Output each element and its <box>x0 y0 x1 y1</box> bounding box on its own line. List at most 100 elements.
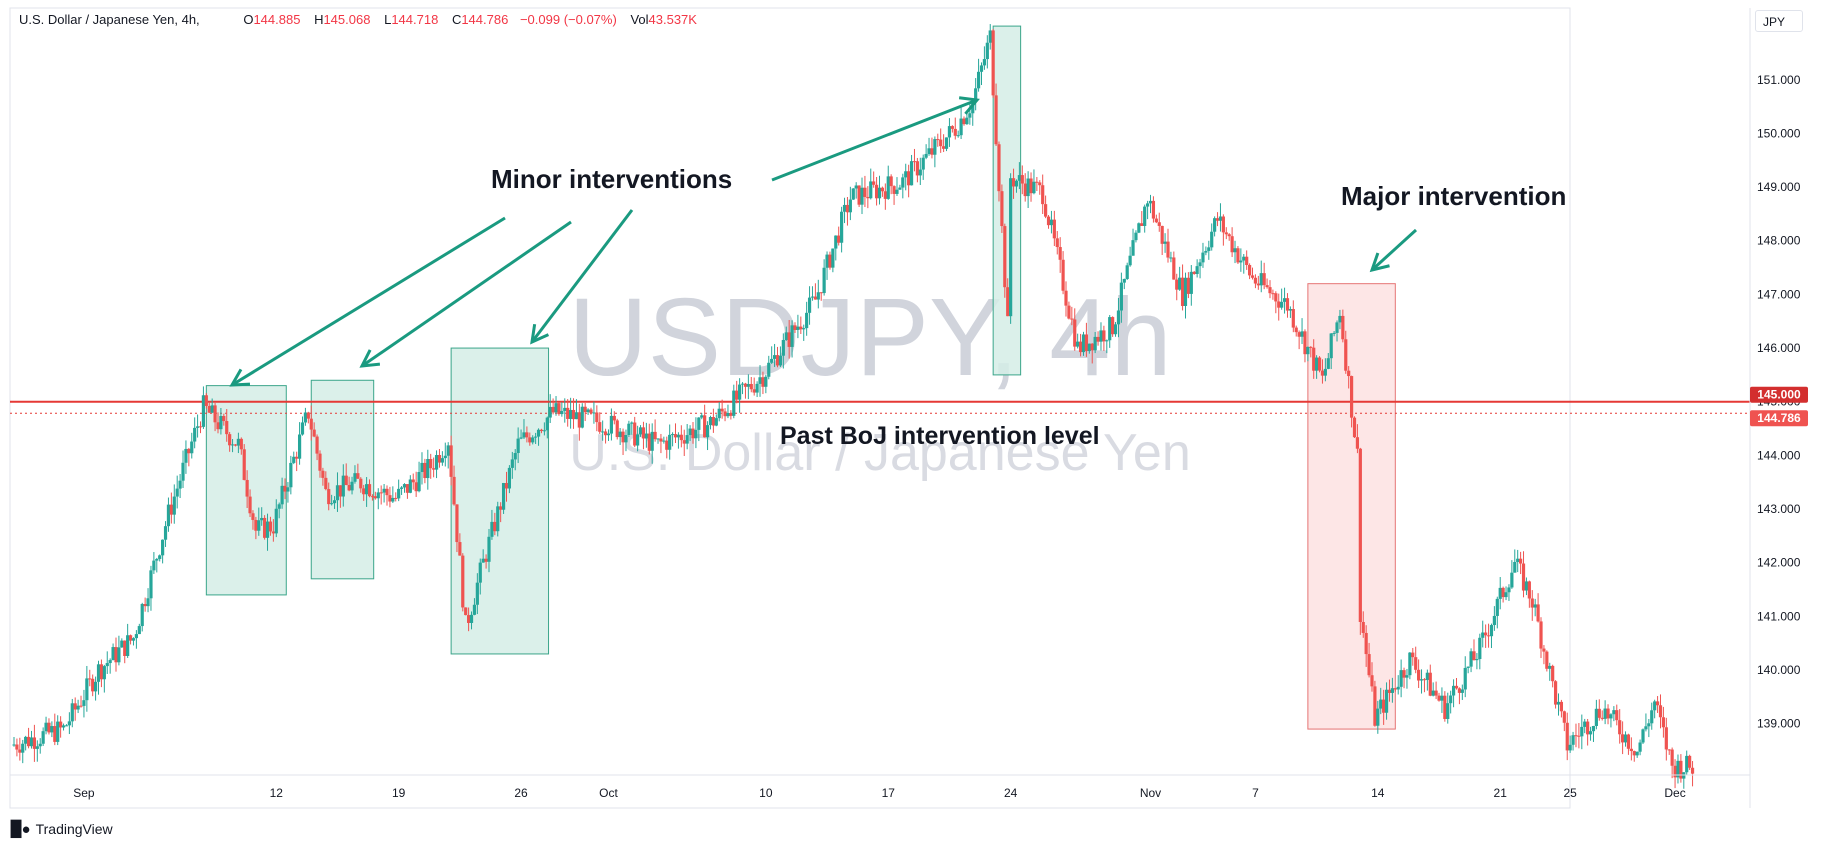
candle-body-519 <box>1524 581 1529 591</box>
time-axis[interactable]: Sep 12 19 26 Oct 10 17 24 Nov 7 14 21 25 Dec <box>73 786 1685 800</box>
candle-body-142 <box>426 459 430 479</box>
candle-body-16 <box>59 721 63 728</box>
candle-body-452 <box>1329 333 1333 359</box>
candle-body-350 <box>1032 181 1036 194</box>
time-tick-label-2: 19 <box>392 786 406 800</box>
candle-body-160 <box>478 562 482 583</box>
price-axis[interactable]: 151.000 150.000 149.000 148.000 147.000 146.0… <box>1757 73 1801 731</box>
candle-body-67 <box>207 405 211 413</box>
candle-body-341 <box>1006 287 1010 317</box>
candle-body-212 <box>630 422 634 424</box>
candle-body-528 <box>1551 665 1555 682</box>
candle-body-365 <box>1076 341 1080 347</box>
candle-body-370 <box>1090 343 1094 351</box>
symbol-title[interactable]: U.S. Dollar / Japanese Yen, 4h, <box>19 12 200 27</box>
candle-body-121 <box>365 484 369 495</box>
candle-body-137 <box>411 479 415 483</box>
currency-button[interactable]: JPY <box>1755 10 1803 32</box>
time-tick-label-0: Sep <box>73 786 95 800</box>
candle-body-284 <box>840 211 844 243</box>
candle-body-498 <box>1463 667 1467 690</box>
candle-body-8 <box>35 746 39 749</box>
candle-body-135 <box>405 484 410 493</box>
candle-body-274 <box>810 296 815 298</box>
candle-body-253 <box>749 383 753 390</box>
candle-body-21 <box>73 703 77 710</box>
candle-body-405 <box>1192 271 1196 274</box>
candle-body-330 <box>974 88 978 101</box>
tradingview-logo[interactable]: ▉● TradingView <box>11 820 113 838</box>
candle-body-554 <box>1626 734 1631 749</box>
candle-body-116 <box>350 481 354 491</box>
candle-body-406 <box>1195 266 1199 274</box>
candle-body-246 <box>729 412 733 416</box>
candle-body-561 <box>1647 723 1651 727</box>
candle-body-69 <box>213 405 217 423</box>
candle-body-263 <box>778 355 783 366</box>
candle-body-530 <box>1556 701 1561 705</box>
candle-body-518 <box>1521 563 1526 591</box>
candle-body-128 <box>385 488 389 496</box>
candle-body-24 <box>82 700 86 706</box>
candle-body-165 <box>493 521 497 532</box>
candle-body-328 <box>968 113 972 118</box>
candle-body-517 <box>1519 558 1523 564</box>
candle-body-88 <box>268 521 273 532</box>
candle-body-155 <box>464 607 468 616</box>
candle-body-53 <box>166 504 171 527</box>
candle-body-317 <box>936 139 940 141</box>
candle-body-13 <box>50 726 54 733</box>
candle-body-442 <box>1300 331 1304 337</box>
candle-body-20 <box>70 703 74 722</box>
candle-body-367 <box>1081 334 1086 353</box>
candle-body-542 <box>1591 725 1596 732</box>
candle-body-444 <box>1306 346 1310 355</box>
candle-body-567 <box>1664 727 1668 750</box>
open-label: O <box>243 12 254 27</box>
annotation-arrowhead-1 <box>359 349 381 368</box>
candle-body-204 <box>606 433 611 436</box>
candle-body-511 <box>1501 587 1505 598</box>
major-intervention-box-4 <box>1307 283 1396 730</box>
candle-body-226 <box>670 434 675 436</box>
candle-body-333 <box>982 59 987 66</box>
price-tick-label-3: 148.000 <box>1757 234 1801 248</box>
candle-body-529 <box>1553 681 1558 705</box>
candle-body-221 <box>656 438 660 440</box>
candle-body-415 <box>1221 216 1225 233</box>
candle-body-524 <box>1539 621 1543 649</box>
candle-body-450 <box>1323 368 1327 376</box>
candle-body-19 <box>67 721 71 726</box>
candle-body-202 <box>601 431 605 433</box>
candle-body-252 <box>746 383 750 387</box>
candle-body-49 <box>155 558 159 561</box>
candle-body-539 <box>1583 721 1587 727</box>
candle-body-108 <box>327 489 331 505</box>
minor-intervention-box-3 <box>992 25 1022 376</box>
candle-body-85 <box>260 517 264 521</box>
candle-body-497 <box>1460 689 1464 693</box>
candle-body-487 <box>1431 690 1435 696</box>
candle-body-314 <box>927 148 931 154</box>
candle-body-472 <box>1387 689 1392 693</box>
candle-body-389 <box>1146 203 1150 207</box>
candle-body-318 <box>939 139 943 147</box>
candle-body-454 <box>1335 322 1339 333</box>
candle-body-354 <box>1044 204 1048 217</box>
candle-body-111 <box>335 485 340 501</box>
annotation-arrowhead-4 <box>1369 252 1390 273</box>
high-value: 145.068 <box>323 12 371 27</box>
candle-body-4 <box>24 736 28 744</box>
candle-body-166 <box>496 506 500 532</box>
candle-body-360 <box>1061 259 1065 291</box>
candle-body-344 <box>1014 180 1019 187</box>
candle-body-26 <box>88 678 92 680</box>
candle-body-290 <box>857 185 861 205</box>
candle-body-180 <box>536 429 541 437</box>
candle-body-184 <box>548 406 552 418</box>
candle-body-343 <box>1011 178 1016 187</box>
candle-body-510 <box>1498 587 1502 599</box>
annotation-arrow-1 <box>361 220 572 368</box>
minor-intervention-box-2 <box>450 347 550 655</box>
